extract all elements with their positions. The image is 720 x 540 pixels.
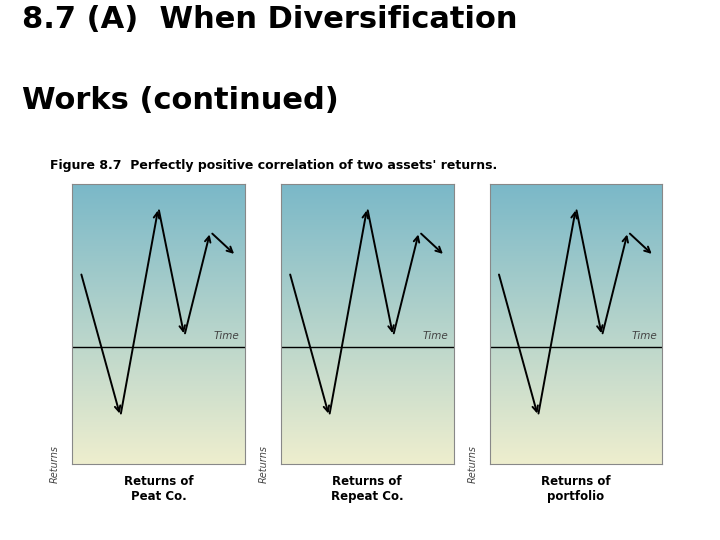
Text: Returns: Returns: [467, 446, 477, 483]
Text: Returns of
Repeat Co.: Returns of Repeat Co.: [331, 475, 403, 503]
Text: Returns: Returns: [258, 446, 269, 483]
Text: Time: Time: [214, 331, 240, 341]
Text: Time: Time: [423, 331, 449, 341]
Text: Returns of
Peat Co.: Returns of Peat Co.: [124, 475, 193, 503]
Text: Figure 8.7  Perfectly positive correlation of two assets' returns.: Figure 8.7 Perfectly positive correlatio…: [50, 159, 498, 172]
Text: 8.7 (A)  When Diversification: 8.7 (A) When Diversification: [22, 5, 517, 35]
Text: Returns: Returns: [50, 446, 60, 483]
Text: Time: Time: [631, 331, 657, 341]
Text: Works (continued): Works (continued): [22, 86, 338, 116]
Text: Returns of
portfolio: Returns of portfolio: [541, 475, 611, 503]
